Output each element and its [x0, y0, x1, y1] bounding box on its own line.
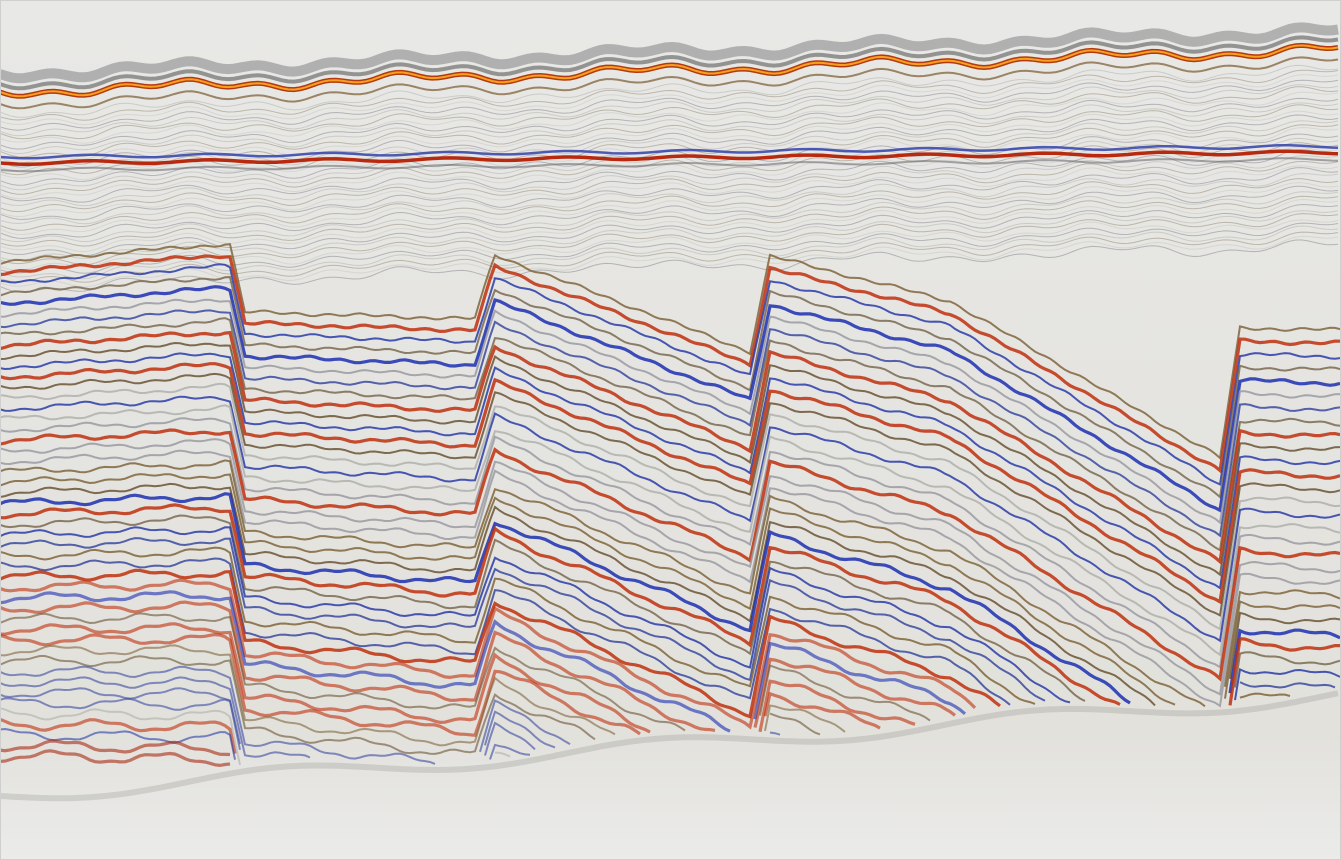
reflector: [0, 382, 1341, 631]
reflector: [0, 676, 556, 759]
reflector: [0, 44, 1339, 98]
reflector: [0, 372, 1341, 617]
reflector: [0, 285, 1341, 513]
reflector: [0, 352, 1341, 590]
reflector: [0, 459, 1341, 708]
reflector: [0, 84, 1339, 137]
reflector: [0, 198, 1339, 253]
reflector: [0, 160, 1339, 213]
reflector: [0, 79, 1339, 131]
reflector: [0, 578, 977, 730]
reflectors: [0, 22, 1341, 802]
reflector: [0, 395, 1341, 643]
reflector: [0, 632, 881, 738]
reflector: [0, 110, 1339, 164]
reflector: [0, 298, 1341, 525]
reflector: [0, 254, 1341, 474]
reflector: [0, 557, 1011, 706]
reflector: [0, 86, 1339, 140]
reflector: [0, 167, 1339, 221]
reflector: [0, 404, 1341, 657]
reflector: [0, 124, 1339, 176]
reflector: [0, 622, 916, 734]
reflector: [0, 114, 1339, 168]
reflector: [0, 739, 231, 757]
reflector: [0, 69, 1339, 121]
reflector: [0, 182, 1339, 235]
reflector: [0, 665, 781, 765]
reflector: [0, 263, 1341, 486]
reflector: [0, 165, 1339, 218]
reflector: [0, 473, 1341, 706]
reflector: [0, 231, 1339, 283]
reflector: [0, 449, 1341, 708]
reflector: [0, 74, 1339, 126]
reflector: [0, 503, 1340, 706]
reflector: [0, 275, 1341, 499]
reflector: [0, 203, 1339, 257]
reflector: [0, 317, 1341, 552]
reflector: [0, 526, 1341, 704]
reflector: [0, 35, 1339, 91]
reflector: [0, 514, 1341, 702]
reflector: [0, 157, 1339, 173]
reflector: [0, 243, 1341, 460]
reflector: [0, 102, 1339, 155]
reflector: [0, 149, 1339, 167]
reflector: [0, 492, 1341, 705]
reflector: [0, 210, 1339, 262]
reflector: [0, 438, 1341, 696]
reflector: [0, 655, 821, 755]
reflector: [0, 717, 237, 754]
reflector: [0, 195, 1339, 247]
reflector: [0, 22, 1339, 84]
reflector: [0, 309, 1341, 538]
reflector: [0, 600, 956, 732]
reflector: [0, 155, 1339, 207]
reflector: [0, 91, 1339, 144]
reflector: [0, 148, 1339, 203]
reflector: [0, 537, 1336, 702]
reflector: [0, 697, 531, 760]
reflector: [0, 568, 1001, 719]
reflector: [0, 56, 1339, 110]
reflector: [0, 749, 231, 768]
reflector: [0, 239, 1339, 293]
reflector: [0, 612, 931, 732]
reflector: [0, 417, 1341, 669]
reflector: [0, 707, 511, 766]
reflector: [0, 687, 536, 756]
reflector: [0, 330, 1341, 565]
reflector: [0, 191, 1339, 243]
reflector: [0, 727, 236, 760]
reflector: [0, 644, 846, 747]
reflector: [0, 341, 1341, 577]
reflector: [0, 143, 1339, 160]
reflector: [0, 64, 1339, 118]
reflector: [0, 590, 967, 733]
reflector: [0, 690, 1339, 802]
reflector: [0, 362, 1341, 605]
reflector: [0, 104, 1339, 158]
reflector: [0, 546, 1291, 705]
reflector: [0, 178, 1339, 231]
reflector: [0, 482, 1341, 707]
reflector: [0, 428, 1341, 682]
reflector: [0, 225, 1339, 280]
reflector: [0, 173, 1339, 225]
reflector: [0, 185, 1339, 239]
reflector: [0, 97, 1339, 150]
